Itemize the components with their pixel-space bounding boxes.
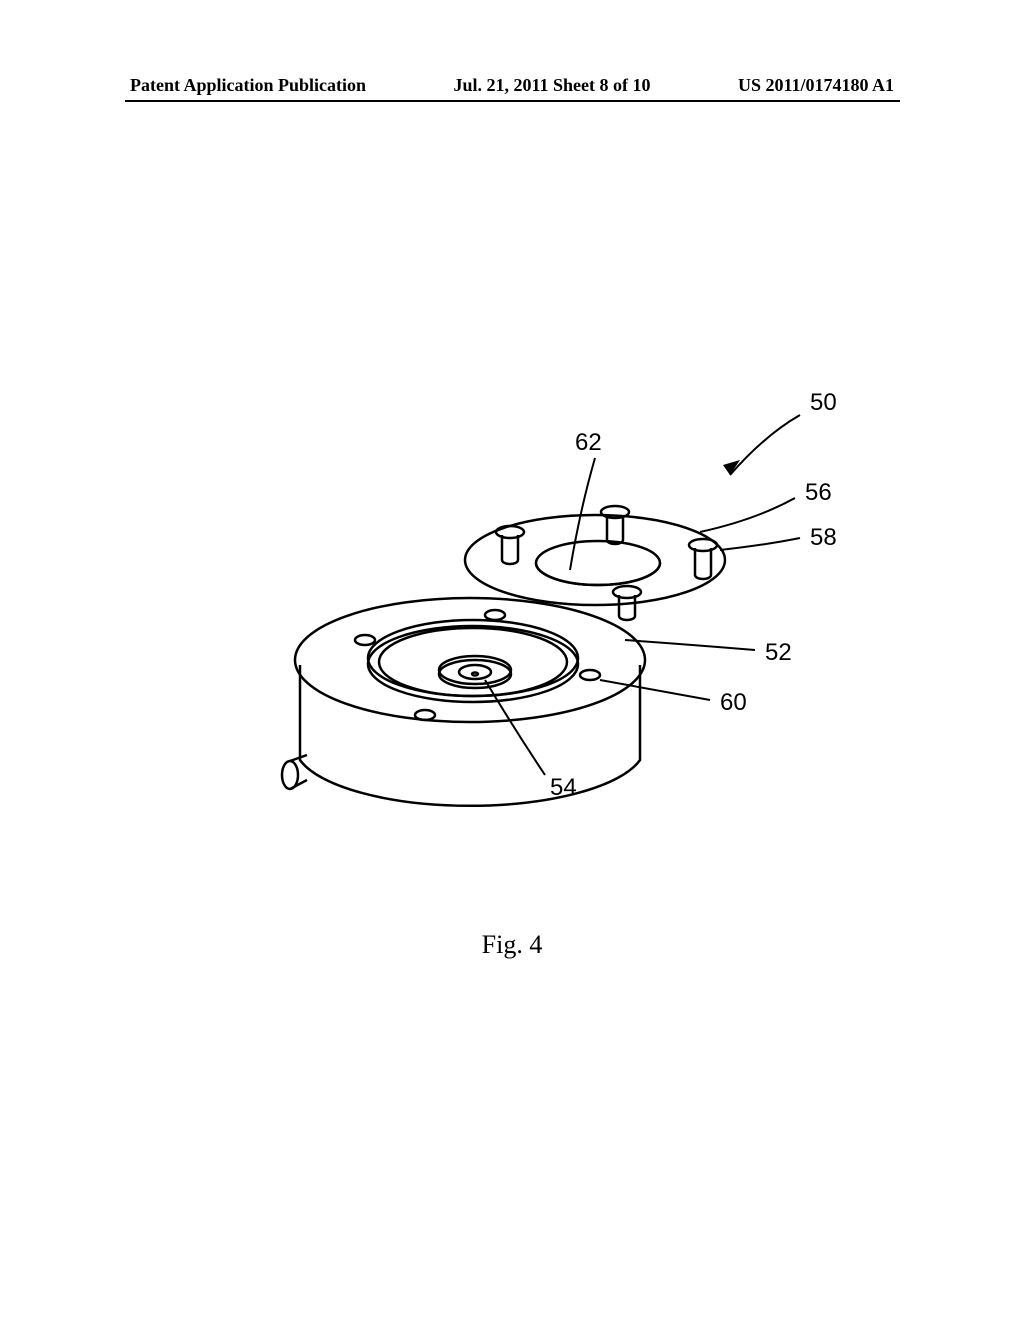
header-rule: [125, 100, 900, 102]
figure-svg: 50 62 56 58 52 60 54: [225, 380, 865, 860]
ref-56: 56: [805, 479, 832, 506]
header-center: Jul. 21, 2011 Sheet 8 of 10: [453, 75, 650, 96]
ref-62: 62: [575, 429, 602, 456]
ref-60: 60: [720, 689, 747, 716]
header-right: US 2011/0174180 A1: [738, 75, 894, 96]
page-header: Patent Application Publication Jul. 21, …: [0, 75, 1024, 96]
ref-50: 50: [810, 389, 837, 416]
ref-58: 58: [810, 524, 837, 551]
figure-drawing: 50 62 56 58 52 60 54: [225, 380, 865, 860]
ref-52: 52: [765, 639, 792, 666]
header-left: Patent Application Publication: [130, 75, 366, 96]
ref-54: 54: [550, 774, 577, 801]
figure-caption: Fig. 4: [0, 930, 1024, 960]
